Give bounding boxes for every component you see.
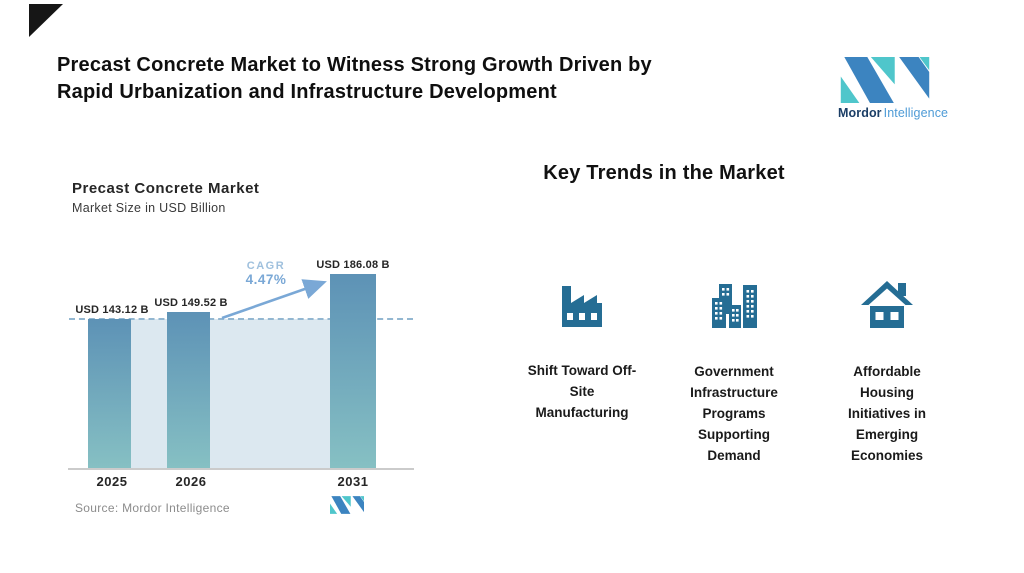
source-note: Source: Mordor Intelligence: [75, 501, 230, 515]
buildings-icon: [712, 284, 757, 328]
bar-value-label: USD 186.08 B: [316, 259, 390, 271]
bar-value-label: USD 143.12 B: [75, 304, 149, 316]
trend-item-government-infrastructure: Government Infrastructure Programs Suppo…: [644, 281, 824, 466]
trend-label: Affordable Housing Initiatives in Emergi…: [847, 364, 927, 463]
trends-heading: Key Trends in the Market: [543, 162, 785, 184]
bar-2025: [88, 319, 131, 468]
cagr-arrow-icon: [221, 279, 327, 320]
cagr-label: CAGR: [246, 260, 286, 272]
factory-icon: [562, 286, 602, 327]
x-tick-2026: 2026: [175, 474, 207, 489]
brand-logo-text: Mordor Intelligence: [838, 106, 948, 120]
market-size-chart: Precast Concrete Market Market Size in U…: [68, 170, 415, 530]
logo-text-light: Intelligence: [883, 106, 949, 120]
x-axis-line: [68, 468, 414, 470]
brand-logo: Mordor Intelligence: [838, 57, 948, 120]
chart-subtitle: Market Size in USD Billion: [72, 201, 226, 215]
trend-label: Government Infrastructure Programs Suppo…: [690, 364, 778, 463]
trend-label: Shift Toward Off- Site Manufacturing: [527, 363, 637, 420]
cagr-annotation: CAGR 4.47%: [246, 260, 287, 287]
bar-2031: [330, 274, 376, 468]
bar-plot: CAGR 4.47% USD 143.12 B 2025 USD 149.52 B 2…: [68, 170, 415, 490]
house-icon: [861, 281, 913, 328]
chart-title: Precast Concrete Market: [72, 180, 260, 197]
cagr-value: 4.47%: [245, 272, 287, 287]
bar-2026: [167, 312, 210, 468]
corner-accent: [29, 4, 63, 37]
mordor-logo-icon: [840, 57, 930, 103]
trend-item-offsite-manufacturing: Shift Toward Off- Site Manufacturing: [492, 281, 672, 423]
trend-item-affordable-housing: Affordable Housing Initiatives in Emergi…: [797, 281, 977, 466]
bar-value-label: USD 149.52 B: [154, 297, 228, 309]
page-title: Precast Concrete Market to Witness Stron…: [57, 54, 652, 103]
mordor-logo-small-icon: [330, 496, 364, 514]
x-tick-2031: 2031: [337, 474, 369, 489]
plot-band: [88, 319, 376, 468]
baseline-dashed-line: [69, 318, 413, 320]
x-tick-2025: 2025: [96, 474, 128, 489]
logo-text-bold: Mordor: [838, 106, 882, 120]
